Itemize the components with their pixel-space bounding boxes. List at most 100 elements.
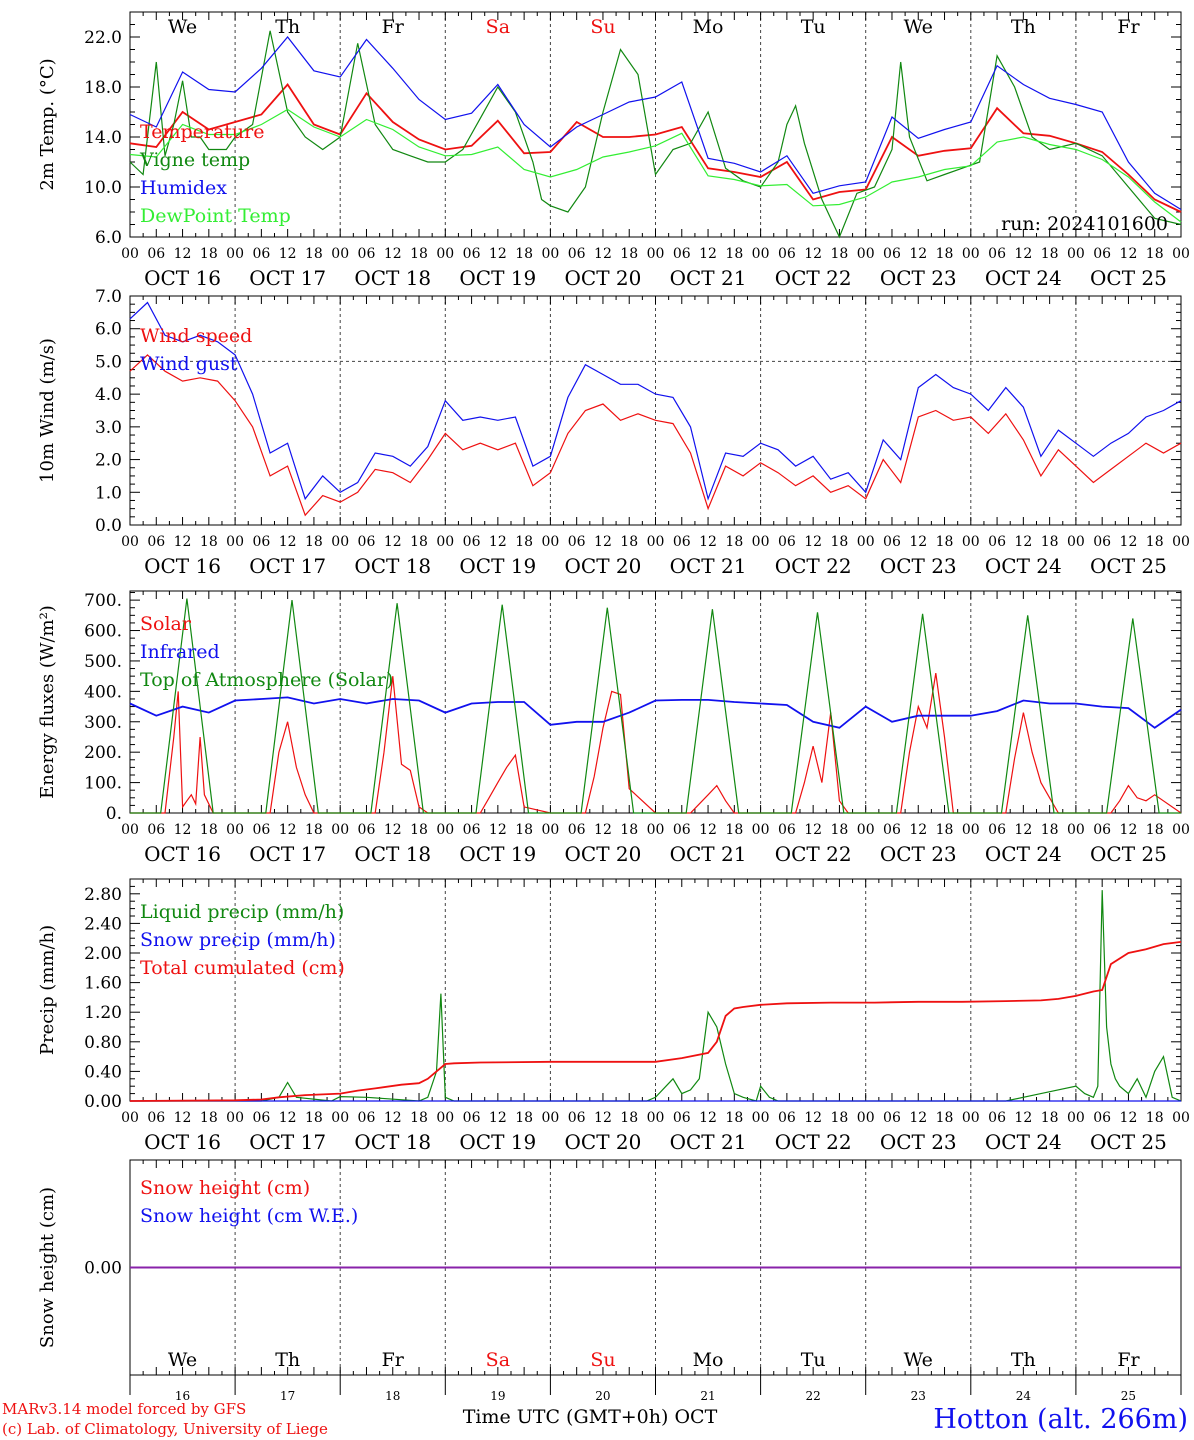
x-date-label: OCT 18: [354, 266, 431, 290]
x-date-label: OCT 18: [354, 554, 431, 578]
x-hour-label: 18: [410, 1110, 428, 1126]
x-hour-label: 00: [1067, 246, 1085, 262]
x-hour-label: 00: [541, 246, 559, 262]
x-hour-label: 06: [673, 246, 691, 262]
series-line-vigne-temp: [129, 30, 1182, 239]
x-hour-label: 12: [384, 246, 402, 262]
legend-entry: Vigne temp: [139, 149, 250, 171]
day-of-week-label: Tu: [801, 16, 826, 38]
x-hour-label: 06: [883, 1110, 901, 1126]
x-hour-label: 12: [909, 822, 927, 838]
x-hour-label: 00: [1172, 534, 1190, 550]
x-day-number: 20: [595, 1389, 610, 1403]
x-date-label: OCT 19: [459, 266, 536, 290]
x-hour-label: 12: [804, 1110, 822, 1126]
x-hour-label: 12: [804, 822, 822, 838]
x-day-number: 16: [175, 1389, 190, 1403]
x-hour-label: 12: [594, 1110, 612, 1126]
x-hour-label: 00: [121, 246, 139, 262]
x-hour-label: 06: [883, 246, 901, 262]
x-hour-label: 06: [778, 246, 796, 262]
x-date-label: OCT 20: [565, 266, 642, 290]
series-line-liquid-precip-mm-h-: [130, 890, 1182, 1102]
x-hour-label: 12: [1120, 822, 1138, 838]
x-hour-label: 00: [121, 534, 139, 550]
x-date-label: OCT 17: [249, 842, 326, 866]
day-of-week-label: We: [904, 16, 933, 38]
x-hour-label: 18: [1146, 822, 1164, 838]
x-hour-label: 00: [752, 534, 770, 550]
y-tick-label: 1.20: [84, 1003, 122, 1023]
x-hour-label: 12: [1120, 1110, 1138, 1126]
y-tick-label: 22.0: [84, 28, 122, 48]
x-hour-label: 00: [857, 822, 875, 838]
legend-entry: Infrared: [140, 641, 220, 663]
x-hour-label: 12: [1120, 534, 1138, 550]
y-tick-label: 18.0: [84, 78, 122, 98]
x-date-label: OCT 21: [670, 842, 747, 866]
x-date-label: OCT 21: [670, 266, 747, 290]
series-line-top-of-atmosphere-solar-: [130, 598, 1181, 814]
x-hour-label: 12: [1120, 246, 1138, 262]
x-hour-label: 12: [909, 534, 927, 550]
y-tick-label: 400.: [84, 682, 122, 702]
legend-entry: Snow height (cm W.E.): [140, 1205, 358, 1227]
x-hour-label: 12: [279, 534, 297, 550]
x-hour-label: 06: [252, 1110, 270, 1126]
x-hour-label: 00: [541, 1110, 559, 1126]
x-date-label: OCT 22: [775, 266, 852, 290]
x-date-label: OCT 23: [880, 266, 957, 290]
x-date-label: OCT 24: [985, 842, 1062, 866]
x-hour-label: 18: [831, 822, 849, 838]
x-hour-label: 18: [620, 246, 638, 262]
x-hour-label: 06: [883, 822, 901, 838]
x-hour-label: 12: [1014, 822, 1032, 838]
x-hour-label: 06: [883, 534, 901, 550]
legend-entry: Wind speed: [140, 325, 252, 347]
y-axis-label: Snow height (cm): [37, 1187, 58, 1348]
day-of-week-label: Th: [1011, 16, 1036, 38]
series-line-infrared: [129, 696, 1182, 729]
series-line-wind-gust: [129, 301, 1182, 501]
series-line-wind-speed: [129, 354, 1182, 517]
x-day-number: 23: [911, 1389, 926, 1403]
x-hour-label: 12: [174, 822, 192, 838]
x-day-number: 18: [385, 1389, 400, 1403]
panel-3: [129, 590, 1182, 814]
x-hour-label: 00: [1172, 822, 1190, 838]
x-date-label: OCT 16: [144, 266, 221, 290]
x-hour-label: 00: [1172, 1110, 1190, 1126]
x-hour-label: 12: [699, 1110, 717, 1126]
y-tick-label: 5.0: [95, 352, 122, 372]
y-tick-label: 0.00: [84, 1092, 122, 1112]
x-hour-label: 06: [673, 1110, 691, 1126]
x-hour-label: 00: [121, 822, 139, 838]
x-date-label: OCT 16: [144, 842, 221, 866]
x-hour-label: 12: [594, 246, 612, 262]
x-date-label: OCT 22: [775, 842, 852, 866]
x-axis-title: Time UTC (GMT+0h) OCT: [463, 1406, 718, 1428]
x-hour-label: 18: [831, 534, 849, 550]
x-hour-label: 18: [515, 822, 533, 838]
x-hour-label: 18: [936, 1110, 954, 1126]
series-line-humidex: [129, 36, 1182, 211]
x-date-label: OCT 16: [144, 1130, 221, 1154]
x-date-label: OCT 16: [144, 554, 221, 578]
x-date-label: OCT 23: [880, 1130, 957, 1154]
x-hour-label: 00: [331, 534, 349, 550]
x-hour-label: 00: [331, 822, 349, 838]
x-hour-label: 00: [436, 822, 454, 838]
x-hour-label: 06: [568, 1110, 586, 1126]
x-hour-label: 06: [1093, 534, 1111, 550]
x-date-label: OCT 21: [670, 554, 747, 578]
run-label: run: 2024101600: [1001, 213, 1168, 235]
x-date-label: OCT 19: [459, 842, 536, 866]
y-tick-label: 700.: [84, 591, 122, 611]
x-hour-label: 12: [489, 534, 507, 550]
x-hour-label: 18: [620, 534, 638, 550]
x-hour-label: 18: [410, 246, 428, 262]
day-of-week-label: Sa: [486, 16, 510, 38]
x-hour-label: 12: [174, 246, 192, 262]
y-tick-label: 0.40: [84, 1062, 122, 1082]
